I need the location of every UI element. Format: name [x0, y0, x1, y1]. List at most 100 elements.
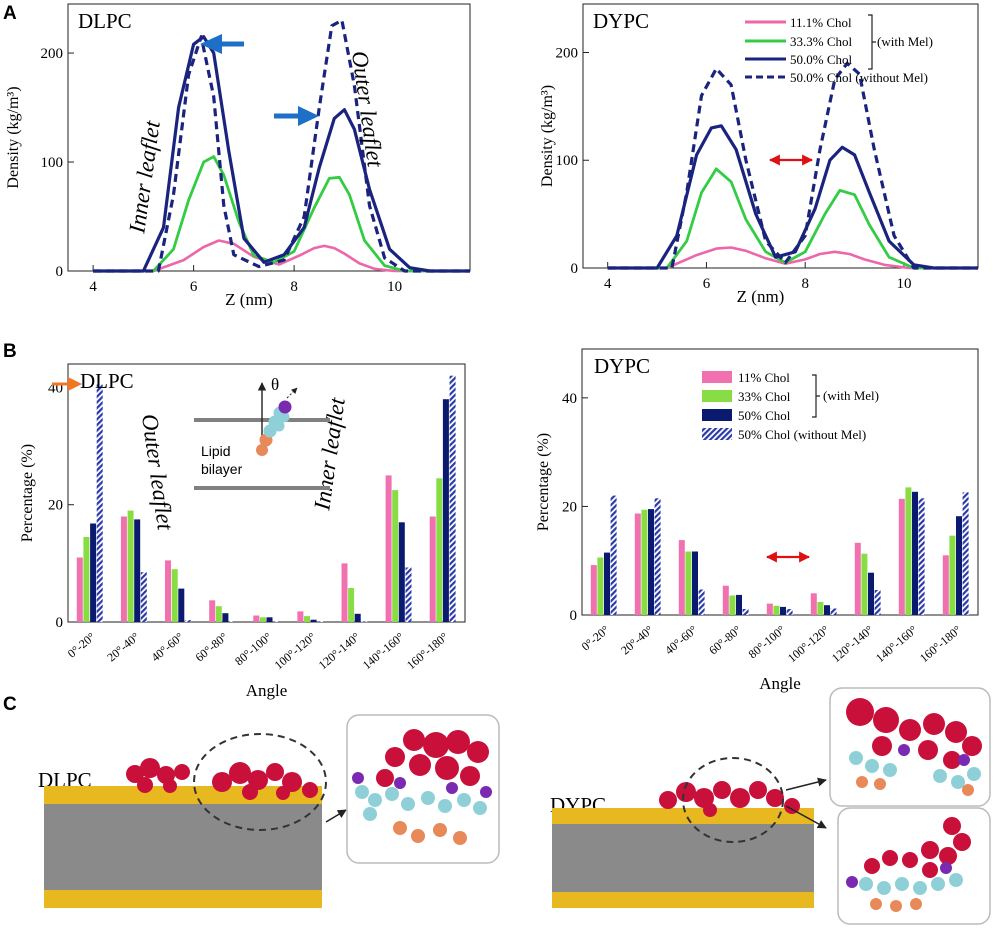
bar-3: [361, 621, 368, 622]
angle-inset: θ Lipid bilayer: [194, 375, 330, 490]
bar-legend-swatch-33: [702, 390, 732, 402]
bar-2: [736, 594, 742, 615]
bar-3: [184, 620, 191, 622]
bar-3: [874, 590, 881, 615]
x-category-label: 60°-80°: [706, 622, 744, 657]
dlpc-bar-annotations: Outer leaflet Inner leaflet θ Lipid: [52, 375, 350, 532]
inner-leaflet-label-b: Inner leaflet: [309, 396, 350, 513]
dlpc-density-annotations: Inner leaflet Outer leaflet: [124, 34, 388, 236]
x-category-label: 160°-180°: [917, 622, 964, 665]
plot-frame: [582, 3, 979, 269]
bar-2: [780, 606, 786, 615]
bar-3: [742, 609, 749, 615]
bar-1: [597, 557, 604, 615]
dypc-melittin: [659, 781, 800, 817]
bar-0: [120, 516, 127, 622]
outer-leaflet-label-a: Outer leaflet: [347, 49, 388, 169]
x-category-label: 40°-60°: [148, 629, 186, 664]
bar-legend-swatch-11: [702, 371, 732, 383]
bar-0: [341, 563, 348, 622]
x-category-label: 20°-40°: [618, 622, 656, 657]
x-category-label: 60°-80°: [193, 629, 231, 664]
with-mel-label-a: (with Mel): [877, 34, 933, 49]
dlpc-bilayer: [44, 786, 322, 908]
bar-0: [898, 498, 905, 615]
bar-legend-label-50-nomel: 50% Chol (without Mel): [738, 427, 866, 442]
dypc-density-annotations: 11.1% Chol 33.3% Chol 50.0% Chol 50.0% C…: [745, 14, 933, 166]
bar-3: [918, 498, 925, 615]
x-category-label: 120°-140°: [829, 622, 876, 665]
x-category-label: 140°-160°: [873, 622, 920, 665]
bar-2: [604, 552, 610, 615]
series-line-3: [93, 18, 470, 273]
x-category-label: 120°-140°: [316, 629, 363, 672]
x-tick-label: 8: [801, 276, 809, 292]
legend-label-50-nomel: 50.0% Chol (without Mel): [790, 70, 928, 85]
bar-0: [429, 516, 436, 622]
x-axis-label: Angle: [759, 674, 801, 693]
x-category-label: 80°-100°: [232, 629, 275, 668]
bar-1: [83, 537, 90, 622]
y-tick-label: 100: [41, 155, 64, 171]
bar-2: [398, 522, 405, 622]
bar-0: [590, 565, 597, 615]
y-tick-label: 0: [56, 615, 64, 631]
y-tick-label: 0: [571, 261, 579, 277]
y-axis-label: Density (kg/m³): [5, 86, 22, 188]
lipid-label: Lipid: [201, 443, 231, 459]
legend-label-50: 50.0% Chol: [790, 52, 853, 67]
y-tick-label: 20: [48, 498, 63, 514]
bar-3: [698, 589, 705, 615]
bar-0: [76, 557, 83, 622]
bar-1: [259, 617, 266, 622]
bar-1: [773, 605, 780, 615]
dypc-zoom-inset-top: [829, 687, 991, 807]
dypc-bilayer-bottom-edge: [552, 892, 814, 908]
y-tick-label: 0: [570, 608, 578, 624]
bar-2: [868, 572, 874, 615]
bar-1: [905, 487, 912, 615]
bar-legend-label-11: 11% Chol: [738, 370, 790, 385]
bar-3: [962, 492, 969, 615]
bar-0: [722, 585, 729, 615]
panel-label-c: C: [3, 694, 17, 715]
bar-1: [304, 616, 310, 622]
bar-1: [215, 606, 222, 622]
bar-1: [392, 490, 399, 622]
orange-arrow: [52, 377, 82, 391]
bar-0: [634, 513, 641, 615]
bar-1: [127, 510, 134, 622]
bar-0: [766, 603, 773, 615]
y-tick-label: 200: [556, 45, 579, 61]
x-axis-label: Angle: [246, 681, 288, 700]
dlpc-bilayer-bottom-edge: [44, 890, 322, 908]
y-tick-label: 20: [562, 499, 577, 515]
bar-2: [222, 613, 229, 622]
bar-0: [810, 593, 817, 615]
bar-2: [178, 588, 185, 622]
series-line-0: [607, 246, 978, 270]
chart-title: DLPC: [78, 9, 132, 33]
panel-label-a: A: [3, 3, 17, 24]
x-category-label: 40°-60°: [662, 622, 700, 657]
y-tick-label: 0: [56, 264, 64, 280]
x-category-label: 80°-100°: [746, 622, 789, 661]
bar-2: [956, 516, 962, 615]
dypc-bar-annotations: 11% Chol 33% Chol 50% Chol 50% Chol (wit…: [702, 370, 879, 563]
x-category-label: 0°-20°: [65, 629, 98, 660]
x-category-label: 0°-20°: [579, 622, 612, 653]
tilt-arrow: [286, 387, 298, 399]
bar-0: [253, 615, 260, 622]
dlpc-zoom-arrow: [325, 809, 347, 823]
x-tick-label: 10: [387, 279, 402, 295]
bar-1: [685, 551, 692, 615]
bar-0: [942, 555, 949, 615]
y-tick-label: 40: [562, 391, 577, 407]
legend-bracket: [868, 14, 876, 70]
x-axis-label: Z (nm): [225, 290, 273, 309]
bar-legend-swatch-50-nomel: [702, 428, 732, 440]
